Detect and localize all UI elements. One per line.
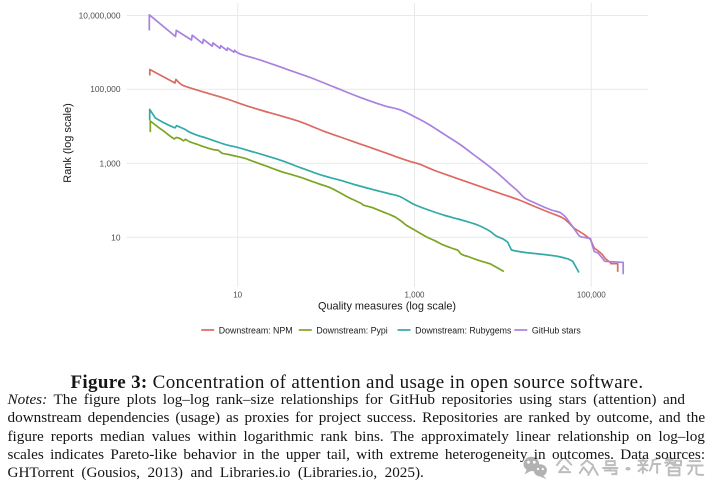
svg-text:100,000: 100,000: [577, 290, 606, 299]
svg-text:10: 10: [233, 290, 242, 299]
svg-text:100,000: 100,000: [90, 84, 121, 94]
svg-text:Downstream: Rubygems: Downstream: Rubygems: [415, 325, 512, 335]
svg-text:GitHub stars: GitHub stars: [532, 325, 581, 335]
svg-text:Rank (log scale): Rank (log scale): [62, 103, 74, 182]
svg-text:Downstream: NPM: Downstream: NPM: [219, 325, 293, 335]
svg-text:1,000: 1,000: [404, 290, 425, 299]
svg-text:Quality measures (log scale): Quality measures (log scale): [318, 300, 456, 312]
svg-text:Downstream: Pypi: Downstream: Pypi: [316, 325, 387, 335]
svg-text:10,000,000: 10,000,000: [79, 11, 121, 21]
svg-text:10: 10: [111, 232, 121, 242]
svg-text:1,000: 1,000: [100, 158, 121, 168]
